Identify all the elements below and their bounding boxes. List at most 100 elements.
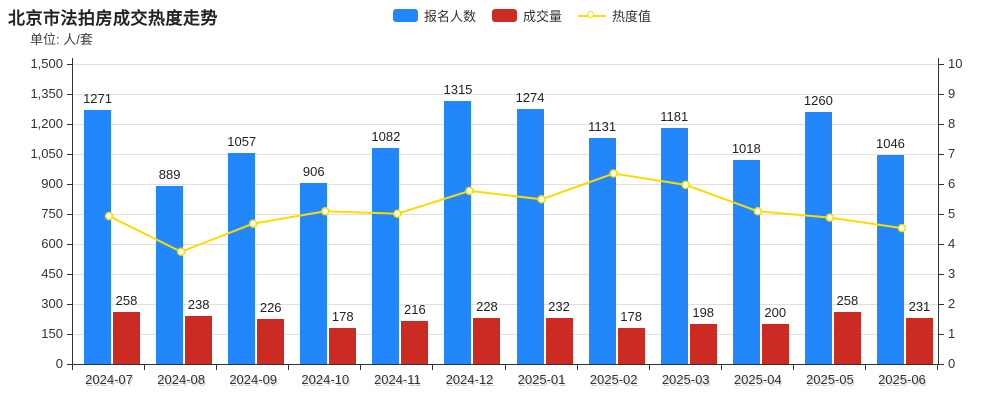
x-axis-tick: [937, 365, 938, 370]
bar-volume: [401, 320, 429, 364]
bar-registrants: [876, 154, 904, 364]
y-axis-label-left: 1,200: [30, 116, 63, 131]
bar-registrants: [732, 160, 760, 364]
grid-line: [73, 334, 938, 335]
bar-volume-value-label: 238: [187, 297, 210, 313]
grid-line: [73, 94, 938, 95]
bar-registrants-value-label: 889: [158, 167, 181, 183]
x-axis-tick: [288, 365, 290, 370]
bar-registrants-value-label: 1057: [227, 133, 257, 149]
bar-volume-value-label: 232: [548, 298, 570, 314]
x-axis-tick: [720, 365, 722, 370]
x-axis-tick: [432, 365, 434, 370]
y-axis-tick-left: [67, 304, 72, 305]
legend-item-2[interactable]: 成交量: [491, 6, 563, 25]
unit-label: 单位: 人/套: [30, 32, 93, 47]
y-axis-tick-left: [67, 64, 72, 65]
x-axis-tick: [648, 365, 650, 370]
bar-volume-value-label: 226: [259, 299, 282, 315]
y-axis-label-left: 900: [41, 176, 63, 191]
y-axis-label-left: 0: [55, 356, 63, 371]
heat-marker: [321, 207, 330, 216]
heat-marker: [825, 213, 835, 222]
bar-registrants: [84, 109, 112, 364]
bar-volume: [617, 328, 645, 364]
legend-label: 成交量: [522, 9, 563, 24]
x-axis-tick: [864, 365, 866, 370]
bar-registrants-value-label: 1131: [588, 118, 617, 134]
legend-label: 报名人数: [423, 9, 476, 24]
bar-volume-value-label: 258: [836, 293, 859, 309]
legend-item-1[interactable]: 报名人数: [392, 6, 476, 25]
bar-registrants: [156, 186, 184, 364]
y-axis-label-right: 2: [948, 296, 956, 311]
bar-volume-value-label: 231: [908, 298, 931, 314]
y-axis-label-left: 300: [41, 296, 63, 311]
x-axis-tick: [576, 365, 578, 370]
y-axis-label-right: 6: [948, 176, 956, 191]
grid-line: [73, 274, 938, 275]
heat-marker: [393, 209, 402, 218]
bar-registrants-value-label: 1046: [875, 135, 905, 151]
legend-bar-swatch-icon: [392, 9, 418, 22]
x-axis-tick: [792, 365, 794, 370]
bar-volume-value-label: 228: [476, 299, 498, 315]
y-axis-tick-right: [939, 124, 944, 125]
y-axis-tick-right: [939, 244, 944, 245]
heat-marker: [176, 247, 186, 257]
chart-title: 北京市法拍房成交热度走势: [8, 9, 218, 28]
y-axis-tick-left: [67, 184, 72, 185]
x-axis-tick: [216, 365, 218, 370]
y-axis-label-left: 1,350: [30, 86, 63, 101]
bar-registrants: [444, 101, 472, 364]
y-axis-label-right: 7: [948, 146, 956, 161]
bar-volume: [329, 328, 357, 364]
x-axis-label: 2024-08: [157, 372, 205, 387]
x-axis-label: 2025-01: [517, 372, 566, 387]
bar-registrants-value-label: 1018: [731, 141, 761, 157]
grid-line: [73, 214, 938, 215]
y-axis-label-right: 10: [948, 56, 963, 71]
y-axis-label-right: 9: [948, 86, 956, 101]
x-axis-label: 2024-11: [373, 372, 421, 387]
bar-registrants-value-label: 1315: [443, 82, 473, 97]
y-axis-label-left: 150: [41, 326, 63, 341]
y-axis-label-right: 3: [948, 266, 956, 281]
bar-volume: [905, 317, 933, 364]
y-axis-tick-left: [67, 124, 72, 125]
y-axis-label-right: 4: [948, 236, 956, 251]
y-axis-label-right: 1: [948, 326, 956, 341]
heat-line: [108, 172, 903, 253]
y-axis-label-left: 1,500: [30, 56, 63, 71]
heat-marker: [537, 195, 546, 204]
heat-marker: [609, 169, 618, 178]
bar-volume-value-label: 178: [331, 309, 354, 325]
legend-item-3[interactable]: 热度值: [578, 6, 651, 25]
y-axis-tick-right: [939, 334, 944, 335]
heat-marker: [681, 180, 690, 190]
grid-line: [73, 244, 938, 245]
grid-line: [73, 64, 938, 65]
y-axis-label-right: 5: [948, 206, 956, 221]
heat-marker: [753, 207, 763, 216]
x-axis-tick: [72, 365, 73, 370]
bar-registrants: [660, 127, 688, 364]
y-axis-tick-right: [939, 64, 944, 65]
y-axis-tick-left: [67, 154, 72, 155]
bar-volume: [257, 318, 285, 364]
x-axis-label: 2025-04: [733, 372, 782, 387]
bar-volume-value-label: 178: [620, 309, 642, 325]
bar-registrants-value-label: 1271: [83, 90, 112, 106]
y-axis-tick-right: [939, 304, 944, 305]
y-axis-tick-right: [939, 214, 944, 215]
y-axis-label-right: 0: [948, 356, 956, 371]
x-axis-label: 2024-12: [445, 372, 494, 387]
y-axis-tick-left: [67, 364, 72, 365]
bar-volume: [545, 317, 573, 364]
bar-volume-value-label: 258: [115, 293, 138, 309]
bar-registrants-value-label: 1274: [515, 90, 545, 106]
y-axis-label-right: 8: [948, 116, 956, 131]
bar-volume-value-label: 216: [404, 301, 426, 317]
bar-registrants-value-label: 1082: [371, 128, 401, 144]
